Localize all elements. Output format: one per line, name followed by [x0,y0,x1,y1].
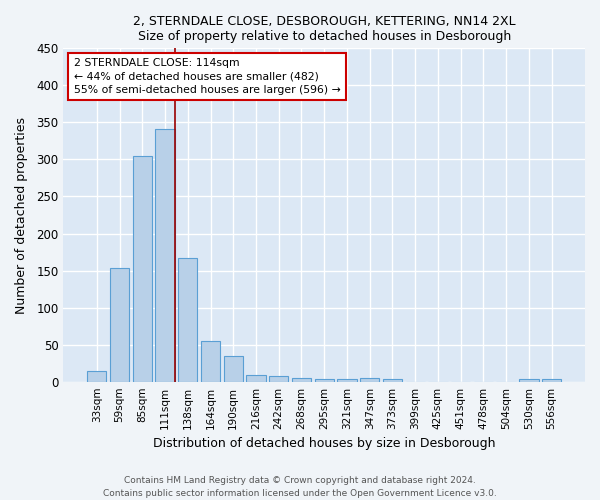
Bar [292,378,311,382]
Bar [133,156,152,382]
Bar [247,375,266,382]
Bar [224,356,243,382]
Bar [110,268,129,382]
Text: Contains HM Land Registry data © Crown copyright and database right 2024.
Contai: Contains HM Land Registry data © Crown c… [103,476,497,498]
Bar [201,341,220,382]
Bar [337,378,356,382]
Bar [155,129,175,382]
Bar [87,370,106,382]
Bar [519,378,539,382]
Y-axis label: Number of detached properties: Number of detached properties [15,116,28,314]
Bar [542,380,561,382]
Bar [314,380,334,382]
Bar [178,258,197,382]
Title: 2, STERNDALE CLOSE, DESBOROUGH, KETTERING, NN14 2XL
Size of property relative to: 2, STERNDALE CLOSE, DESBOROUGH, KETTERIN… [133,15,515,43]
Text: 2 STERNDALE CLOSE: 114sqm
← 44% of detached houses are smaller (482)
55% of semi: 2 STERNDALE CLOSE: 114sqm ← 44% of detac… [74,58,341,94]
Bar [383,380,402,382]
X-axis label: Distribution of detached houses by size in Desborough: Distribution of detached houses by size … [153,437,496,450]
Bar [360,378,379,382]
Bar [269,376,289,382]
